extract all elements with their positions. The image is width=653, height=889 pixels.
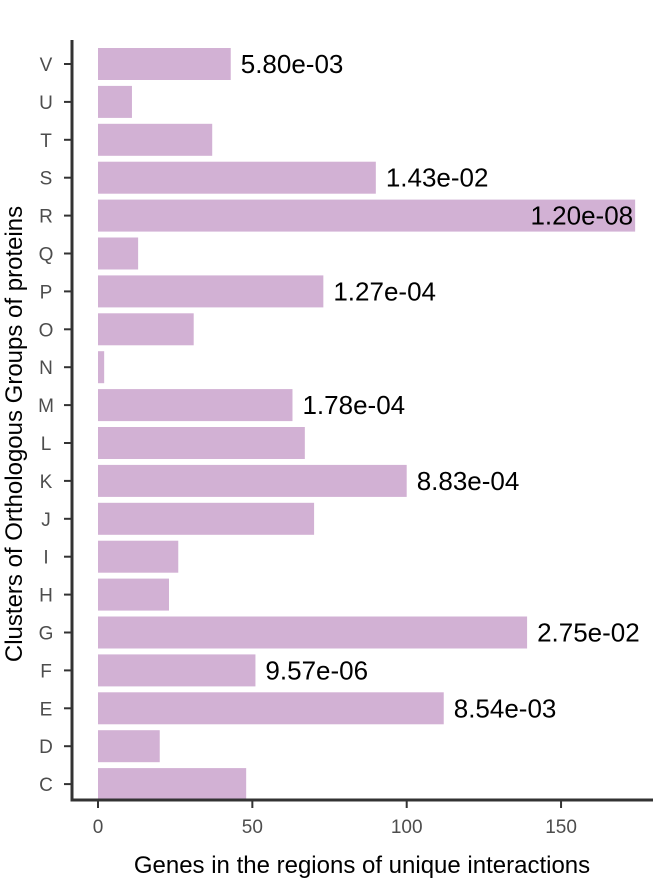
y-tick-label-V: V bbox=[40, 55, 53, 76]
bar-D bbox=[98, 730, 160, 763]
bar-label-S: 1.43e-02 bbox=[386, 163, 489, 193]
y-tick-label-U: U bbox=[39, 93, 53, 114]
x-tick-label-0: 0 bbox=[93, 817, 104, 838]
y-tick-label-C: C bbox=[39, 775, 53, 796]
bar-O bbox=[98, 313, 194, 346]
bar-N bbox=[98, 351, 105, 384]
y-tick-label-G: G bbox=[39, 624, 54, 645]
y-tick-label-L: L bbox=[41, 434, 52, 455]
bar-K bbox=[98, 464, 407, 497]
bar-label-K: 8.83e-04 bbox=[417, 466, 520, 496]
y-tick-label-D: D bbox=[39, 737, 53, 758]
y-axis-title: Clusters of Orthologous Groups of protei… bbox=[1, 206, 28, 662]
bar-Q bbox=[98, 237, 139, 270]
bar-label-M: 1.78e-04 bbox=[302, 390, 405, 420]
y-tick-label-J: J bbox=[41, 510, 51, 531]
bar-J bbox=[98, 502, 315, 535]
bar-labels-group: 8.54e-03 9.57e-06 2.75e-02 8.83e-04 1.78e-04… bbox=[241, 49, 640, 723]
bar-F bbox=[98, 654, 256, 687]
y-tick-label-N: N bbox=[39, 358, 53, 379]
y-tick-label-M: M bbox=[38, 396, 54, 417]
y-tick-label-T: T bbox=[40, 131, 52, 152]
bar-G bbox=[98, 616, 528, 649]
bar-T bbox=[98, 123, 213, 156]
x-tick-label-150: 150 bbox=[545, 817, 577, 838]
y-tick-label-E: E bbox=[40, 699, 53, 720]
x-tick-label-50: 50 bbox=[242, 817, 263, 838]
bar-label-P: 1.27e-04 bbox=[333, 276, 436, 306]
bar-label-G: 2.75e-02 bbox=[537, 618, 640, 648]
bar-S bbox=[98, 161, 376, 194]
bars-group bbox=[98, 48, 636, 801]
y-tick-label-F: F bbox=[40, 661, 52, 682]
x-axis-title: Genes in the regions of unique interacti… bbox=[134, 852, 590, 879]
bar-E bbox=[98, 692, 444, 725]
bar-label-R: 1.20e-08 bbox=[530, 201, 633, 231]
y-tick-label-O: O bbox=[39, 320, 54, 341]
bar-R bbox=[98, 199, 636, 232]
bar-L bbox=[98, 427, 305, 459]
y-tick-label-S: S bbox=[40, 169, 53, 190]
bar-I bbox=[98, 540, 179, 573]
bar-label-F: 9.57e-06 bbox=[265, 655, 368, 685]
bar-P bbox=[98, 275, 324, 308]
y-tick-label-P: P bbox=[40, 282, 53, 303]
y-tick-label-K: K bbox=[40, 472, 53, 493]
bar-C bbox=[98, 768, 247, 801]
bar-label-V: 5.80e-03 bbox=[241, 49, 344, 79]
bar-label-E: 8.54e-03 bbox=[454, 693, 557, 723]
y-tick-label-R: R bbox=[39, 207, 53, 228]
bar-V bbox=[98, 48, 231, 80]
y-tick-label-I: I bbox=[43, 548, 48, 569]
y-tick-label-H: H bbox=[39, 586, 53, 607]
bar-U bbox=[98, 85, 132, 118]
x-ticks-group: 0 50 100 150 bbox=[93, 801, 577, 838]
bar-H bbox=[98, 578, 170, 611]
x-tick-label-100: 100 bbox=[391, 817, 423, 838]
bar-M bbox=[98, 389, 293, 422]
y-tick-label-Q: Q bbox=[39, 245, 54, 266]
